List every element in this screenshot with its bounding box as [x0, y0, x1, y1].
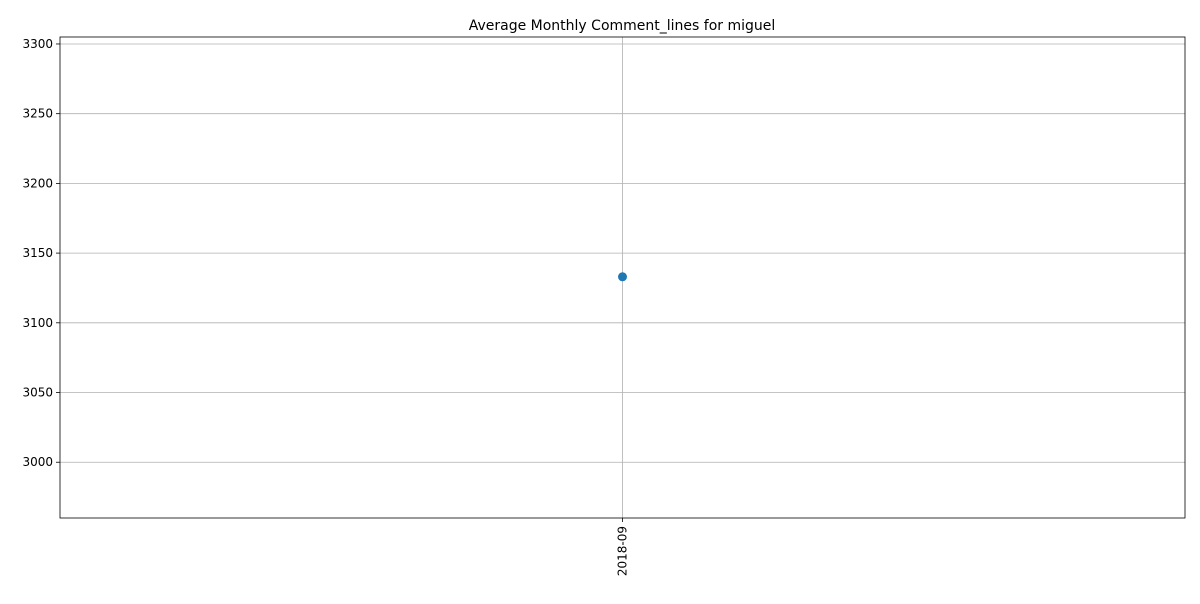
y-tick-label: 3200	[22, 176, 53, 190]
y-tick-label: 3250	[22, 107, 53, 121]
grid-layer	[60, 37, 1185, 518]
plot-area-frame	[59, 36, 1186, 519]
tick-layer: 3000 3050 3100 3150 3200 3250 3300 2018-09	[22, 37, 629, 576]
x-tick-label: 2018-09	[616, 526, 630, 576]
y-tick-label: 3050	[22, 386, 53, 400]
y-tick-label: 3300	[22, 37, 53, 51]
y-tick-label: 3150	[22, 246, 53, 260]
y-tick-label: 3100	[22, 316, 53, 330]
chart-title: Average Monthly Comment_lines for miguel	[469, 18, 776, 34]
series-layer	[618, 272, 627, 282]
data-point	[618, 272, 627, 282]
y-tick-label: 3000	[22, 455, 53, 469]
